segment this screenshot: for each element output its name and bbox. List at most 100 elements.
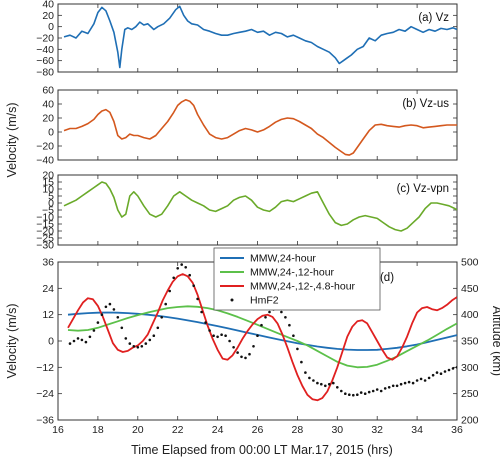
series-mmw-24-12-hour [67,305,457,369]
panel-label: (c) Vz-vpn [397,183,449,195]
data-point [387,386,391,389]
data-point [328,382,331,386]
data-point [88,335,92,339]
data-point [84,340,88,344]
series-line [67,305,457,369]
y-tick-label: 24 [42,283,54,295]
x-tick-label: 18 [92,424,104,436]
data-point [371,389,375,393]
data-point [423,379,427,382]
data-point [383,387,387,390]
data-point [403,381,407,385]
y-right-tick-label: 200 [461,415,479,427]
data-point [124,337,128,340]
y-tick-label: 0 [48,198,54,210]
data-point [132,345,136,348]
data-point [340,389,343,393]
data-point [244,356,247,360]
data-point [136,346,140,349]
data-point [435,371,439,374]
data-point [455,366,457,369]
panel-label: (a) Vz [418,12,449,24]
legend: MMW,24-hour MMW,24-,12-hour MMW,24-,12-,4.… [213,247,381,311]
data-point [443,370,447,373]
y-right-tick-label: 300 [461,362,479,374]
data-point [148,338,152,342]
y-tick-label: 60 [42,85,54,97]
y-tick-label: 20 [42,113,54,125]
data-point [336,386,339,389]
data-point [280,310,283,314]
y-tick-label: 15 [42,177,54,189]
panel-label: (b) Vz-us [402,98,449,110]
data-point [140,345,144,348]
data-point [316,381,319,385]
data-point [200,310,203,314]
series-hmf2 [68,263,457,397]
data-point [288,323,291,327]
data-point [232,346,235,349]
data-point [220,333,223,337]
y-tick-label: −10 [36,212,54,224]
data-point [268,310,271,314]
y-tick-label: 0 [48,21,54,33]
data-point [427,376,431,380]
y-axis-label-d: Velocity (m/s) [5,303,19,378]
data-point [304,371,307,374]
data-point [352,393,355,397]
data-point [156,326,160,330]
data-point [431,373,435,377]
data-point [264,316,267,319]
data-point [356,393,359,397]
data-point [184,266,187,269]
data-point [152,334,156,338]
x-tick-label: 32 [371,424,383,436]
panel-label: (d) [380,272,394,284]
y-tick-label: −36 [36,415,54,427]
data-point [80,338,84,342]
data-point [252,345,255,348]
y-right-axis-label: Altitude (km) [490,306,500,376]
y-tick-label: −80 [36,67,54,79]
data-point [348,393,351,397]
data-point [359,391,363,394]
data-point [224,334,227,338]
y-tick-label: 12 [42,309,54,321]
data-point [284,316,287,319]
data-point [411,381,415,385]
series-1-1 [63,5,457,69]
data-point [160,316,163,319]
data-point [212,334,215,338]
legend-marker [230,298,234,302]
x-tick-label: 22 [172,424,184,436]
data-point [92,329,96,332]
data-point [367,390,371,394]
data-point [312,379,315,382]
plot-frame [57,174,458,246]
y-tick-label: 20 [42,170,54,182]
data-point [332,381,335,385]
y-tick-label: −30 [36,240,54,252]
data-point [116,316,120,319]
x-tick-label: 30 [331,424,343,436]
data-point [172,276,175,280]
x-tick-label: 16 [52,424,64,436]
data-point [108,302,112,306]
data-point [439,372,443,376]
y-tick-label: −15 [36,219,54,231]
y-tick-label: 0 [48,127,54,139]
data-point [300,360,303,364]
data-point [188,273,191,277]
data-point [375,388,379,391]
y-tick-label: −12 [36,362,54,374]
data-point [96,321,100,324]
series-mmw-24-hour [67,311,457,351]
data-point [164,302,167,306]
series-line [67,273,457,402]
y-right-tick-label: 500 [461,257,479,269]
series-line [67,311,457,351]
data-point [128,342,132,345]
data-point [76,337,80,340]
